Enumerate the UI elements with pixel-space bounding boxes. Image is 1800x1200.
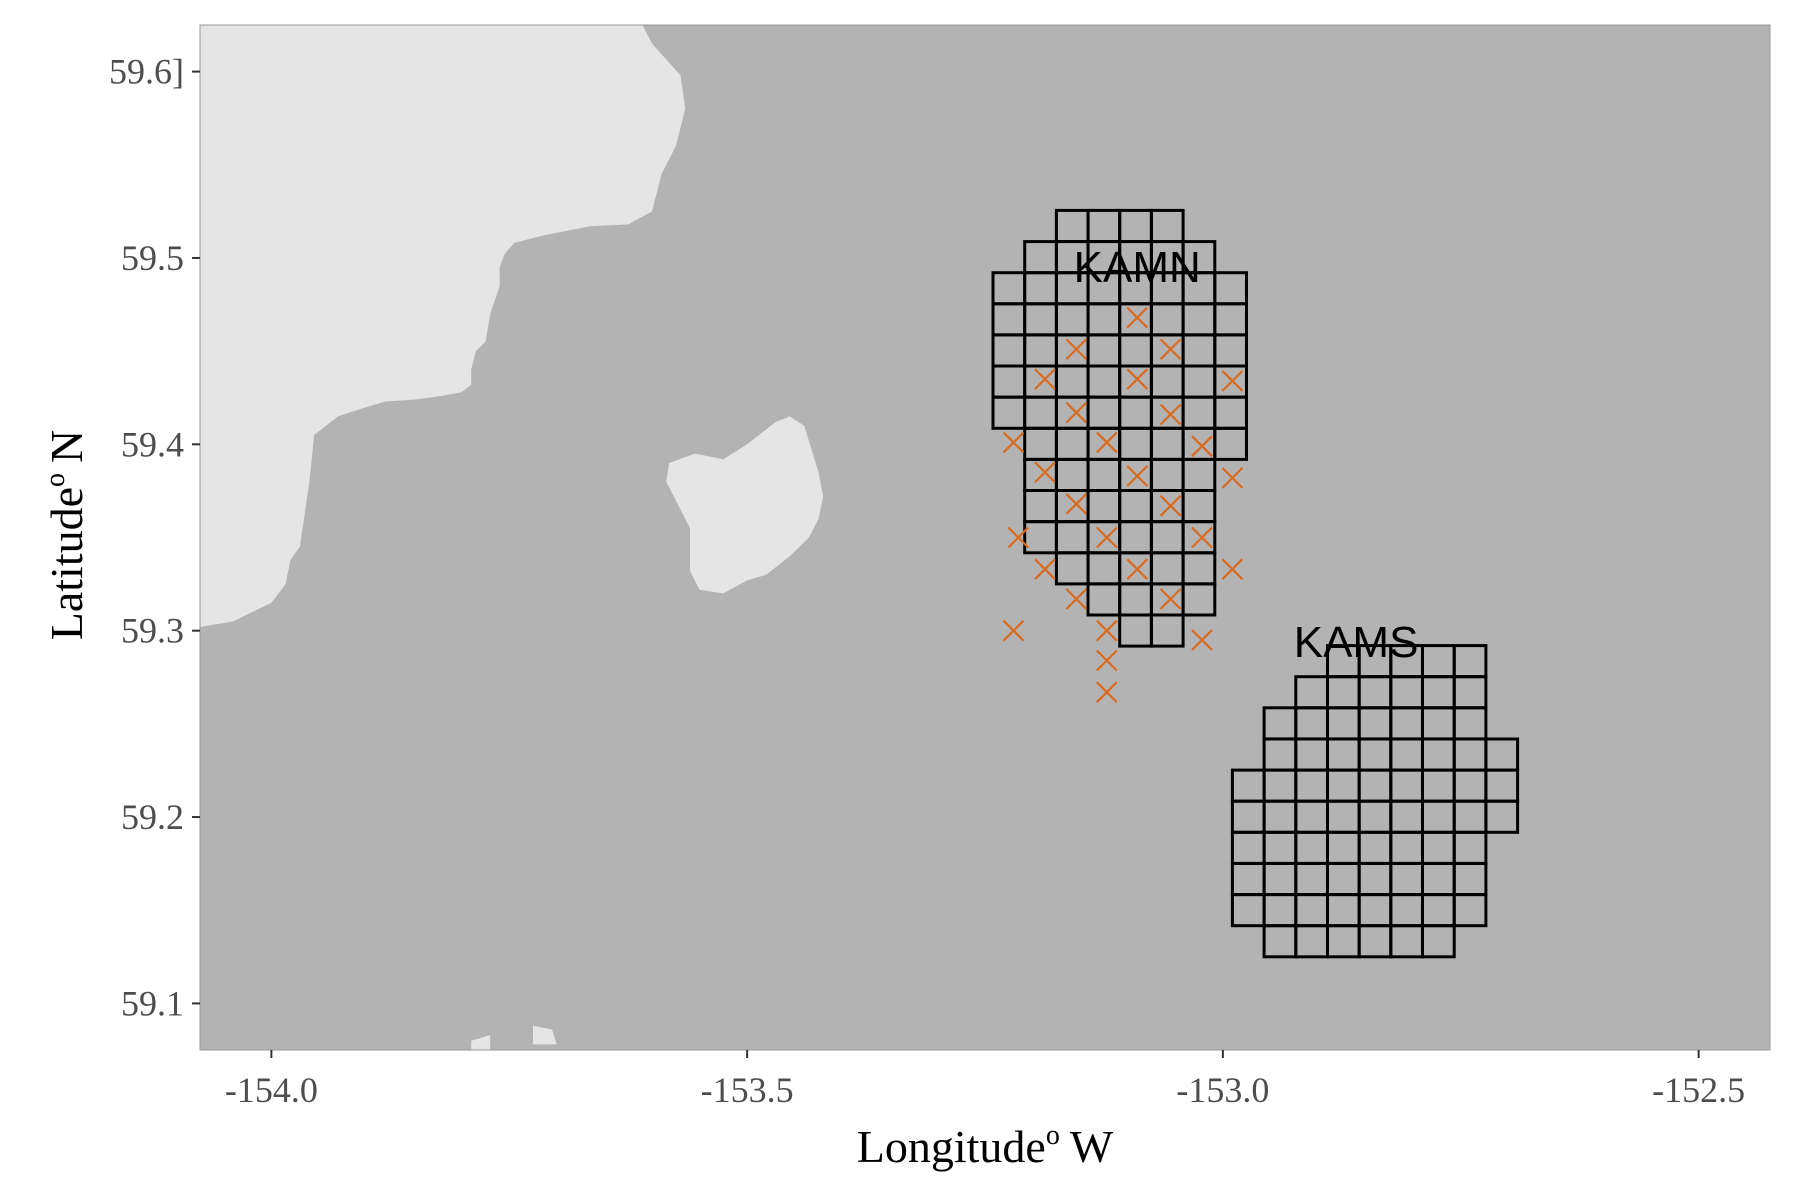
sample-marker	[1034, 558, 1056, 580]
block-label-kamn: KAMN	[1074, 243, 1201, 292]
sample-marker	[1159, 338, 1182, 361]
sample-marker-stroke	[1096, 681, 1118, 703]
y-axis-title-sup: o	[40, 473, 71, 487]
y-tick-label: 59.3	[121, 611, 184, 651]
sample-marker	[1191, 435, 1213, 457]
sample-marker-stroke	[1191, 435, 1213, 457]
grid-blocks-layer: KAMN KAMS	[991, 208, 1520, 959]
land-island	[666, 416, 824, 594]
sample-marker	[1096, 431, 1118, 454]
sample-marker-stroke	[1096, 431, 1118, 454]
sample-marker-stroke	[1096, 649, 1118, 672]
sample-marker-stroke	[1221, 558, 1244, 580]
sample-marker	[1034, 368, 1056, 390]
sample-marker	[1159, 495, 1182, 517]
sample-marker	[1065, 493, 1088, 515]
x-axis-title: Longitudeo W	[857, 1120, 1114, 1172]
grid-cell	[1484, 737, 1520, 772]
sample-marker-stroke	[1002, 431, 1025, 454]
sample-marker-stroke	[1126, 368, 1149, 390]
y-axis-title-suffix: N	[41, 430, 92, 463]
sample-marker-stroke	[1096, 526, 1118, 549]
sample-marker-stroke	[1159, 588, 1182, 610]
land-mainland	[200, 25, 686, 627]
sample-marker	[1159, 588, 1182, 610]
y-axis-title: LatitudeoN	[40, 430, 92, 641]
grid-cell	[1213, 271, 1249, 306]
sample-marker-stroke	[1159, 338, 1182, 361]
grid-cell	[1181, 240, 1217, 275]
sample-marker-stroke	[1007, 526, 1030, 549]
sample-marker	[1096, 619, 1118, 642]
sample-marker-stroke	[1191, 526, 1213, 549]
land-south-islet	[471, 1035, 491, 1050]
block-kams: KAMS	[1230, 618, 1520, 959]
sample-marker-stroke	[1034, 368, 1056, 390]
x-axis-title-sup: o	[1046, 1120, 1060, 1151]
x-axis: -154.0 -153.5 -153.0 -152.5	[225, 1050, 1745, 1110]
sample-marker	[1096, 681, 1118, 703]
grid-cell	[1149, 208, 1185, 243]
y-tick-label: 59.5	[121, 238, 184, 278]
x-tick-label: -152.5	[1652, 1070, 1745, 1110]
sample-marker-stroke	[1065, 401, 1088, 424]
block-kamn: KAMN	[991, 208, 1249, 703]
land-south-islet-2	[533, 1025, 557, 1045]
sample-marker	[1126, 558, 1149, 580]
sample-marker-stroke	[1034, 461, 1056, 484]
sample-marker-stroke	[1002, 619, 1025, 642]
sample-marker-stroke	[1096, 619, 1118, 642]
y-tick-label: 59.1	[121, 983, 184, 1023]
sample-marker	[1065, 338, 1088, 361]
x-tick-label: -153.5	[701, 1070, 794, 1110]
sample-marker-stroke	[1191, 629, 1213, 651]
sample-marker-stroke	[1159, 495, 1182, 517]
sample-marker	[1221, 467, 1244, 489]
sample-marker-stroke	[1221, 467, 1244, 489]
sample-marker-stroke	[1126, 465, 1149, 487]
map-panel: KAMN KAMS	[199, 24, 1771, 1051]
x-axis-title-text: Longitude	[857, 1121, 1046, 1172]
sample-marker-stroke	[1034, 558, 1056, 580]
y-axis-title-text: Latitude	[41, 487, 92, 640]
sample-marker-stroke	[1065, 588, 1088, 610]
sample-marker-stroke	[1126, 558, 1149, 580]
sample-marker	[1221, 558, 1244, 580]
sample-marker	[1126, 368, 1149, 390]
panel-border	[199, 24, 1771, 1051]
x-tick-label: -154.0	[225, 1070, 318, 1110]
sample-marker-stroke	[1159, 403, 1182, 426]
x-tick-label: -153.0	[1176, 1070, 1269, 1110]
sample-marker	[1126, 465, 1149, 487]
sample-marker	[1159, 403, 1182, 426]
block-label-kams: KAMS	[1294, 618, 1419, 667]
sample-marker	[1191, 629, 1213, 651]
sample-marker	[1191, 526, 1213, 549]
sample-marker	[1065, 588, 1088, 610]
sample-marker-stroke	[1065, 338, 1088, 361]
sample-marker	[1096, 649, 1118, 672]
sample-marker	[1096, 526, 1118, 549]
sample-marker	[1007, 526, 1030, 549]
x-axis-title-suffix: W	[1070, 1121, 1114, 1172]
y-axis: 59.1 59.2 59.3 59.4 59.5 59.6]	[109, 52, 200, 1023]
sample-marker	[1002, 431, 1025, 454]
sample-marker-stroke	[1065, 493, 1088, 515]
grid-cell	[1452, 644, 1488, 679]
land-layer	[200, 25, 824, 1050]
y-tick-label: 59.2	[121, 797, 184, 837]
land-northern-shore	[423, 183, 491, 208]
sample-marker	[1065, 401, 1088, 424]
y-tick-label: 59.6]	[109, 52, 184, 92]
sample-marker	[1002, 619, 1025, 642]
sample-marker	[1034, 461, 1056, 484]
sample-marker-stroke	[1126, 306, 1149, 329]
y-tick-label: 59.4	[121, 424, 184, 464]
sample-marker	[1126, 306, 1149, 329]
sample-marker	[1221, 370, 1244, 392]
sample-marker-stroke	[1221, 370, 1244, 392]
